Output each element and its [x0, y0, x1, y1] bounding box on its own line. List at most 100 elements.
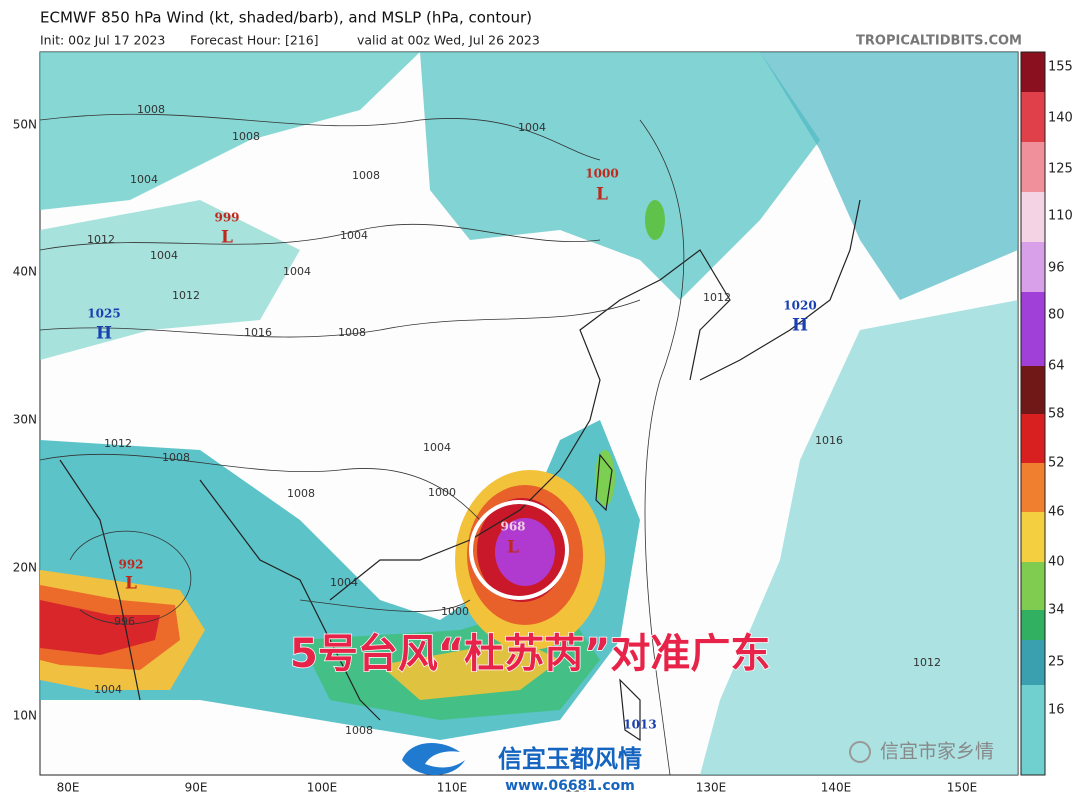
lat-label: 30N — [13, 413, 37, 427]
center-symbol: L — [507, 538, 519, 558]
center-value: 1000 — [585, 167, 618, 181]
shade — [760, 52, 1018, 300]
isobar-label: 1008 — [287, 487, 315, 500]
coastline — [329, 249, 731, 601]
colorbar-label: 40 — [1048, 555, 1065, 570]
colorbar-swatch — [1021, 292, 1045, 366]
isobar-label: 1008 — [338, 326, 366, 339]
center-symbol: L — [221, 228, 233, 248]
lon-label: 130E — [696, 781, 727, 795]
isobar — [40, 453, 481, 521]
lon-label: 120E — [565, 781, 596, 795]
colorbar-label: 155 — [1048, 60, 1073, 75]
lat-label: 20N — [13, 561, 37, 575]
shade — [40, 52, 420, 210]
colorbar-swatch — [1021, 512, 1045, 562]
island — [595, 453, 613, 512]
isobar-label: 1004 — [94, 683, 122, 696]
shade — [40, 200, 300, 360]
colorbar-swatch — [1021, 242, 1045, 292]
wechat-account: 信宜市家乡情 — [880, 741, 994, 763]
lat-label: 50N — [13, 118, 37, 132]
colorbar-label: 125 — [1048, 162, 1073, 177]
isobar — [639, 119, 685, 775]
isobar-label: 1008 — [232, 130, 260, 143]
isobar-label: 1008 — [345, 724, 373, 737]
colorbar-frame — [1020, 51, 1046, 776]
map — [39, 51, 1019, 776]
isobar-label: 1004 — [130, 173, 158, 186]
colorbar-label: 58 — [1048, 407, 1065, 422]
center-symbol: L — [125, 574, 137, 594]
shade — [40, 600, 160, 655]
colorbar-label: 140 — [1048, 111, 1073, 126]
isobar — [40, 113, 601, 161]
coastline — [199, 479, 381, 721]
forecast-hour: Forecast Hour: [216] — [190, 33, 319, 48]
colorbar-swatch — [1021, 414, 1045, 463]
colorbar-swatch — [1021, 52, 1045, 92]
init-time: Init: 00z Jul 17 2023 — [40, 33, 165, 48]
isobar-label: 1004 — [340, 229, 368, 242]
coastline — [699, 199, 861, 381]
colorbar-label: 25 — [1048, 655, 1065, 670]
coastline — [59, 459, 141, 701]
shade — [380, 640, 560, 700]
shade — [645, 200, 665, 240]
logo-url: www.06681.com — [505, 778, 635, 794]
isobar-label: 1012 — [172, 289, 200, 302]
colorbar-swatch — [1021, 366, 1045, 414]
isobar-label: 1016 — [815, 434, 843, 447]
center-value: 992 — [118, 558, 143, 572]
colorbar-swatch — [1021, 685, 1045, 775]
title: ECMWF 850 hPa Wind (kt, shaded/barb), an… — [40, 9, 532, 27]
isobar-label: 1008 — [137, 103, 165, 116]
isobars — [40, 113, 685, 775]
colorbar-swatch — [1021, 640, 1045, 685]
shade — [595, 450, 615, 506]
colorbar-swatch — [1021, 463, 1045, 512]
colorbar-swatch — [1021, 92, 1045, 142]
isobar-label: 1004 — [423, 441, 451, 454]
isobar-label: 1004 — [150, 249, 178, 262]
colorbar-label: 64 — [1048, 359, 1065, 374]
colorbar: 155 140 125 110 96 80 64 58 52 46 40 34 … — [1020, 51, 1073, 776]
center-value: 1025 — [87, 307, 120, 321]
isobar-label: 996 — [114, 615, 135, 628]
colorbar-label: 80 — [1048, 308, 1065, 323]
isobar-labels: 1008 1008 1004 1012 1004 1004 1008 1004 … — [87, 103, 941, 737]
colorbar-label: 96 — [1048, 261, 1065, 276]
isobar-label: 1012 — [913, 656, 941, 669]
center-value: 968 — [500, 520, 525, 534]
lon-label: 140E — [821, 781, 852, 795]
logo-name: 信宜玉都风情 — [498, 745, 642, 773]
isobar-label: 1016 — [244, 326, 272, 339]
wechat-icon — [849, 741, 871, 763]
center-value: 999 — [214, 211, 239, 225]
colorbar-swatch — [1021, 610, 1045, 640]
lat-label: 40N — [13, 265, 37, 279]
watermark-wechat: 信宜市家乡情 — [849, 741, 994, 763]
lat-label: 10N — [13, 709, 37, 723]
isobar — [69, 530, 192, 625]
center-symbol: H — [96, 324, 112, 344]
lon-label: 150E — [947, 781, 978, 795]
colorbar-label: 46 — [1048, 505, 1065, 520]
wind-shading — [40, 52, 1018, 775]
lon-label: 80E — [57, 781, 80, 795]
colorbar-swatch — [1021, 142, 1045, 192]
lon-label: 110E — [437, 781, 468, 795]
shade — [495, 518, 555, 586]
center-symbol: L — [596, 185, 608, 205]
headline: 5号台风“杜苏芮”对准广东 — [290, 631, 770, 677]
colorbar-label: 16 — [1048, 703, 1065, 718]
logo-icon — [402, 742, 465, 776]
source: TROPICALTIDBITS.COM — [856, 34, 1022, 49]
lon-label: 100E — [307, 781, 338, 795]
isobar-label: 1008 — [162, 451, 190, 464]
typhoon-highlight — [469, 500, 569, 600]
colorbar-label: 34 — [1048, 603, 1065, 618]
center-symbol: H — [792, 316, 808, 336]
isobar-label: 1008 — [352, 169, 380, 182]
shade — [420, 52, 820, 300]
